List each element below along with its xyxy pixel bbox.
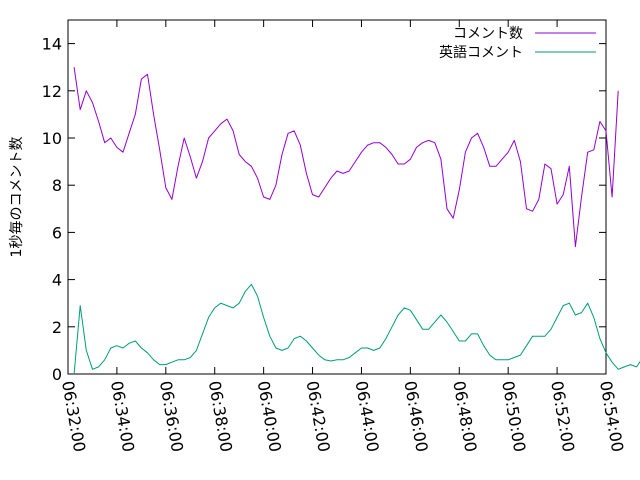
x-tick-label: 06:42:00 — [303, 379, 334, 453]
series-layer — [73, 67, 640, 375]
x-tick-label: 06:38:00 — [205, 379, 236, 453]
y-tick-label: 8 — [52, 176, 62, 195]
x-tick-label: 06:46:00 — [400, 379, 431, 453]
legend-label: 英語コメント — [439, 44, 523, 61]
y-tick-label: 14 — [42, 35, 62, 54]
x-tick-label: 06:32:00 — [58, 379, 89, 453]
series-line-1 — [73, 67, 619, 248]
x-tick-label: 06:40:00 — [254, 379, 285, 453]
x-tick-label: 06:34:00 — [107, 379, 138, 453]
plot-border — [67, 19, 607, 375]
y-tick-label: 0 — [52, 365, 62, 384]
x-axis: 06:32:00 06:34:00 06:36:00 06:38:00 06:40:00… — [58, 20, 627, 453]
legend-label: コメント数 — [453, 26, 523, 42]
x-tick-label: 06:54:00 — [596, 379, 627, 453]
y-tick-label: 10 — [42, 129, 62, 148]
series-line-2 — [73, 283, 640, 375]
y-tick-label: 2 — [52, 318, 62, 337]
y-axis-label: 1秒毎のコメント数 — [9, 137, 25, 258]
y-tick-label: 12 — [42, 82, 62, 101]
y-tick-label: 4 — [52, 271, 62, 290]
y-tick-label: 6 — [52, 223, 62, 242]
x-tick-label: 06:50:00 — [498, 379, 529, 453]
y-axis: 0 2 4 6 8 10 12 14 — [42, 35, 606, 384]
x-tick-label: 06:52:00 — [547, 379, 578, 453]
x-tick-label: 06:36:00 — [156, 379, 187, 453]
x-tick-label: 06:44:00 — [352, 379, 383, 453]
x-tick-label: 06:48:00 — [449, 379, 480, 453]
